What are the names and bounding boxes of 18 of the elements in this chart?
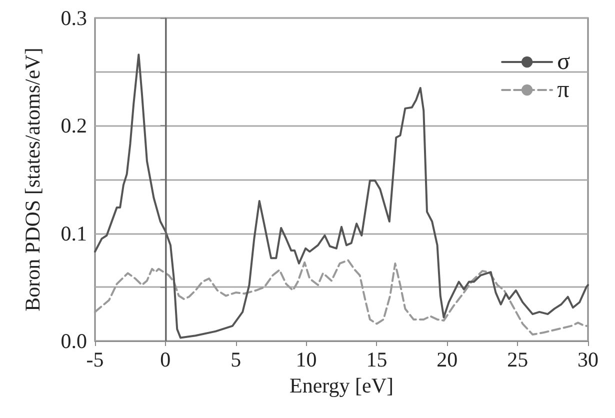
line-series <box>94 259 589 336</box>
x-tick-label: 20 <box>436 348 458 372</box>
x-tick-label: 30 <box>578 348 598 372</box>
y-tick-label: 0.3 <box>60 6 87 30</box>
line-series <box>94 54 589 339</box>
y-tick-label: 0.0 <box>60 329 87 353</box>
x-tick-label: 0 <box>160 348 171 372</box>
y-tick-label: 0.2 <box>60 114 87 138</box>
x-tick-label: -5 <box>86 348 104 372</box>
x-axis-title: Energy [eV] <box>290 373 394 398</box>
x-tick-label: 5 <box>230 348 242 372</box>
x-tick-label: 15 <box>366 348 388 372</box>
y-axis-title: Boron PDOS [states/atoms/eV] <box>20 48 44 312</box>
x-tick-label: 25 <box>507 348 528 372</box>
x-tick-label: 10 <box>296 348 317 372</box>
legend-label: σ <box>557 49 570 75</box>
y-tick-label: 0.1 <box>60 221 87 246</box>
legend-label: π <box>557 77 570 103</box>
